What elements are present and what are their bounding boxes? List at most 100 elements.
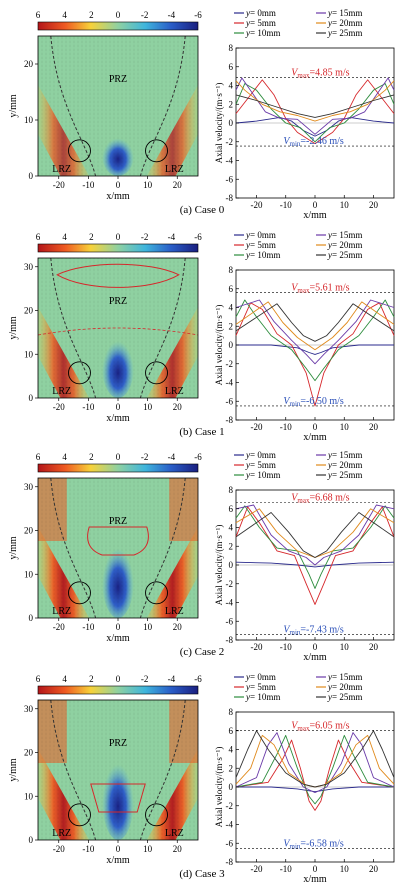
profile-y-tick-label: 4 <box>229 81 234 91</box>
contour-plot: PRZ LRZ LRZ <box>37 257 199 399</box>
profile-y-label: Axial velocity/(m·s⁻¹) <box>214 83 224 164</box>
contour-y-label: y/mm <box>8 536 19 560</box>
vmin-annotation: Vmin=-6.58 m/s <box>283 839 344 851</box>
profile-y-tick-label: 0 <box>229 782 234 792</box>
prz-label: PRZ <box>109 74 127 85</box>
profile-y-tick-label: 6 <box>229 504 234 514</box>
profile-y-tick-label: 8 <box>229 43 234 53</box>
series-line-2 <box>235 734 395 805</box>
contour-y-tick-label: 30 <box>24 262 34 272</box>
profile-y-tick-label: -4 <box>226 820 234 830</box>
legend-entry-label: y= 15mm <box>327 230 362 240</box>
profile-plot: Vmax=6.05 m/s Vmin=-6.58 m/s <box>235 711 395 863</box>
colorbar-tick-label: -6 <box>194 10 202 20</box>
lrz-label-left: LRZ <box>52 386 71 397</box>
series-line-5 <box>235 730 395 788</box>
profile-y-tick-label: 2 <box>229 763 234 773</box>
contour-x-tick-label: 10 <box>143 844 153 854</box>
legend-entry-label: y= 20mm <box>327 460 362 470</box>
lrz-circle-right <box>145 581 168 605</box>
series-line-3 <box>235 77 395 135</box>
colorbar-tick-label: 2 <box>89 10 94 20</box>
profile-x-tick-label: 20 <box>369 864 379 874</box>
legend-entry-label: y= 25mm <box>327 470 362 480</box>
profile-x-tick-label: -20 <box>250 422 262 432</box>
colorbar-tick-label: 6 <box>36 232 41 242</box>
profile-y-tick-label: -2 <box>226 137 234 147</box>
profile-x-tick-label: 20 <box>369 422 379 432</box>
series-line-1 <box>235 506 395 605</box>
profile-x-label: x/mm <box>303 874 327 885</box>
prz-boundary <box>50 35 186 177</box>
profile-y-tick-label: 4 <box>229 303 234 313</box>
velocity-vectors <box>38 36 198 176</box>
contour-y-tick-label: 30 <box>24 482 34 492</box>
profile-y-tick-label: 2 <box>229 321 234 331</box>
profile-y-tick-label: -6 <box>226 396 234 406</box>
profile-x-label: x/mm <box>303 652 327 663</box>
panel-caption: (d) Case 3 <box>179 868 225 880</box>
profile-plot: Vmax=4.85 m/s Vmin=-2.46 m/s <box>235 47 395 199</box>
legend-entry-label: y= 5mm <box>245 460 276 470</box>
velocity-vectors <box>38 700 198 840</box>
colorbar <box>37 685 199 695</box>
contour-y-tick-label: 30 <box>24 704 34 714</box>
contour-plot: PRZ LRZ LRZ <box>37 699 199 841</box>
profile-x-tick-label: 0 <box>313 864 318 874</box>
lrz-label-right: LRZ <box>165 606 184 617</box>
profile-x-tick-label: 0 <box>313 642 318 652</box>
colorbar-tick-label: -2 <box>141 232 149 242</box>
contour-x-tick-label: 0 <box>116 844 121 854</box>
contour-x-tick-label: -20 <box>53 622 65 632</box>
profile-x-tick-label: 10 <box>340 422 350 432</box>
profile-x-tick-label: 10 <box>340 200 350 210</box>
lrz-label-left: LRZ <box>52 828 71 839</box>
zero-velocity-contour <box>90 783 146 813</box>
legend-entry-label: y= 0mm <box>245 230 276 240</box>
profile-x-tick-label: -20 <box>250 200 262 210</box>
contour-x-tick-label: -10 <box>82 622 94 632</box>
colorbar-tick-label: 2 <box>89 232 94 242</box>
series-line-3 <box>235 299 395 365</box>
legend-entry-label: y= 10mm <box>245 28 280 38</box>
profile-y-tick-label: 6 <box>229 726 234 736</box>
vmin-annotation: Vmin=-7.43 m/s <box>283 625 344 637</box>
profile-x-tick-label: -10 <box>280 200 292 210</box>
contour-y-label: y/mm <box>8 758 19 782</box>
lrz-label-right: LRZ <box>165 828 184 839</box>
series-line-0 <box>235 561 395 568</box>
prz-label: PRZ <box>109 738 127 749</box>
profile-y-tick-label: -8 <box>226 193 234 203</box>
contour-y-tick-label: 0 <box>29 393 34 403</box>
colorbar-tick-label: 6 <box>36 674 41 684</box>
contour-x-tick-label: 20 <box>173 180 183 190</box>
profile-plot: Vmax=5.61 m/s Vmin=-6.50 m/s <box>235 269 395 421</box>
lrz-circle-left <box>68 139 91 163</box>
colorbar <box>37 243 199 253</box>
colorbar-tick-label: -4 <box>168 10 176 20</box>
contour-x-tick-label: -10 <box>82 844 94 854</box>
contour-x-tick-label: 10 <box>143 622 153 632</box>
series-line-5 <box>235 512 395 558</box>
profile-x-tick-label: 10 <box>340 642 350 652</box>
contour-y-tick-label: 10 <box>24 569 34 579</box>
contour-x-label: x/mm <box>106 855 130 866</box>
profile-y-tick-label: -6 <box>226 838 234 848</box>
contour-x-tick-label: 0 <box>116 180 121 190</box>
colorbar-tick-label: 4 <box>62 10 67 20</box>
profile-x-tick-label: -10 <box>280 864 292 874</box>
profile-y-tick-label: 8 <box>229 485 234 495</box>
profile-y-tick-label: -6 <box>226 616 234 626</box>
colorbar-tick-label: 0 <box>116 674 121 684</box>
contour-plot: PRZ LRZ LRZ <box>37 477 199 619</box>
profile-x-tick-label: 20 <box>369 200 379 210</box>
contour-x-tick-label: 10 <box>143 180 153 190</box>
lrz-label-left: LRZ <box>52 164 71 175</box>
profile-plot: Vmax=6.68 m/s Vmin=-7.43 m/s <box>235 489 395 641</box>
vmax-annotation: Vmax=5.61 m/s <box>291 282 349 294</box>
profile-y-tick-label: -2 <box>226 359 234 369</box>
